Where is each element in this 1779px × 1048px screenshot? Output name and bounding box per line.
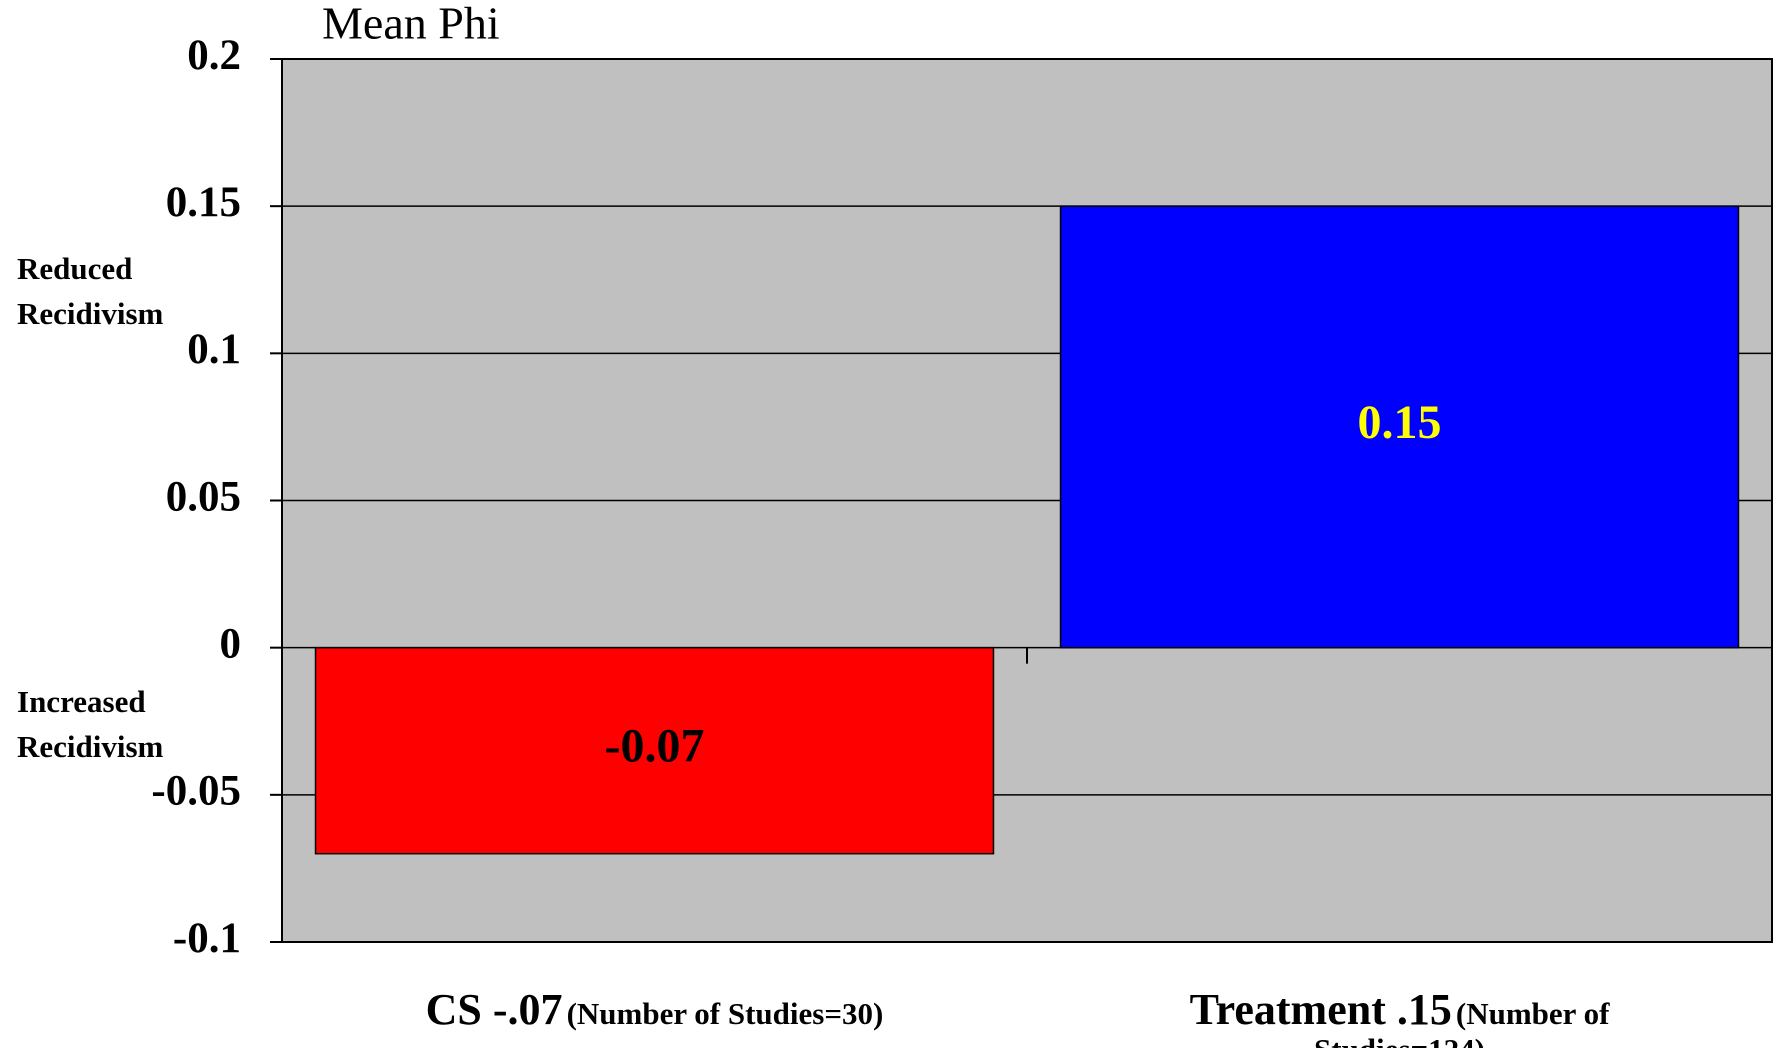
x-tick-label: CS -.07 (Number of Studies=30)	[375, 988, 935, 1035]
y-tick-label: -0.1	[173, 915, 241, 962]
data-label: -0.07	[605, 720, 705, 773]
y-tick-label: 0	[220, 621, 242, 668]
y-tick-label: -0.05	[151, 768, 241, 815]
category-name: Treatment .15	[1189, 985, 1452, 1034]
y-tick-label: 0.05	[166, 473, 241, 520]
annotation: Reduced Recidivism	[17, 251, 164, 331]
data-label: 0.15	[1358, 396, 1442, 449]
category-note: (Number of Studies=124)	[1314, 996, 1610, 1048]
y-tick-label: 0.2	[187, 32, 241, 79]
annotation: Increased Recidivism	[17, 684, 164, 764]
x-tick-label: Treatment .15 (Number of Studies=124)	[1120, 988, 1680, 1048]
category-note: (Number of Studies=30)	[566, 996, 884, 1031]
bar	[314, 646, 995, 855]
chart-title: Mean Phi	[322, 0, 500, 49]
y-tick-label: 0.15	[166, 179, 241, 226]
bar	[1059, 205, 1740, 649]
y-tick-label: 0.1	[187, 326, 241, 373]
category-name: CS -.07	[425, 985, 563, 1034]
